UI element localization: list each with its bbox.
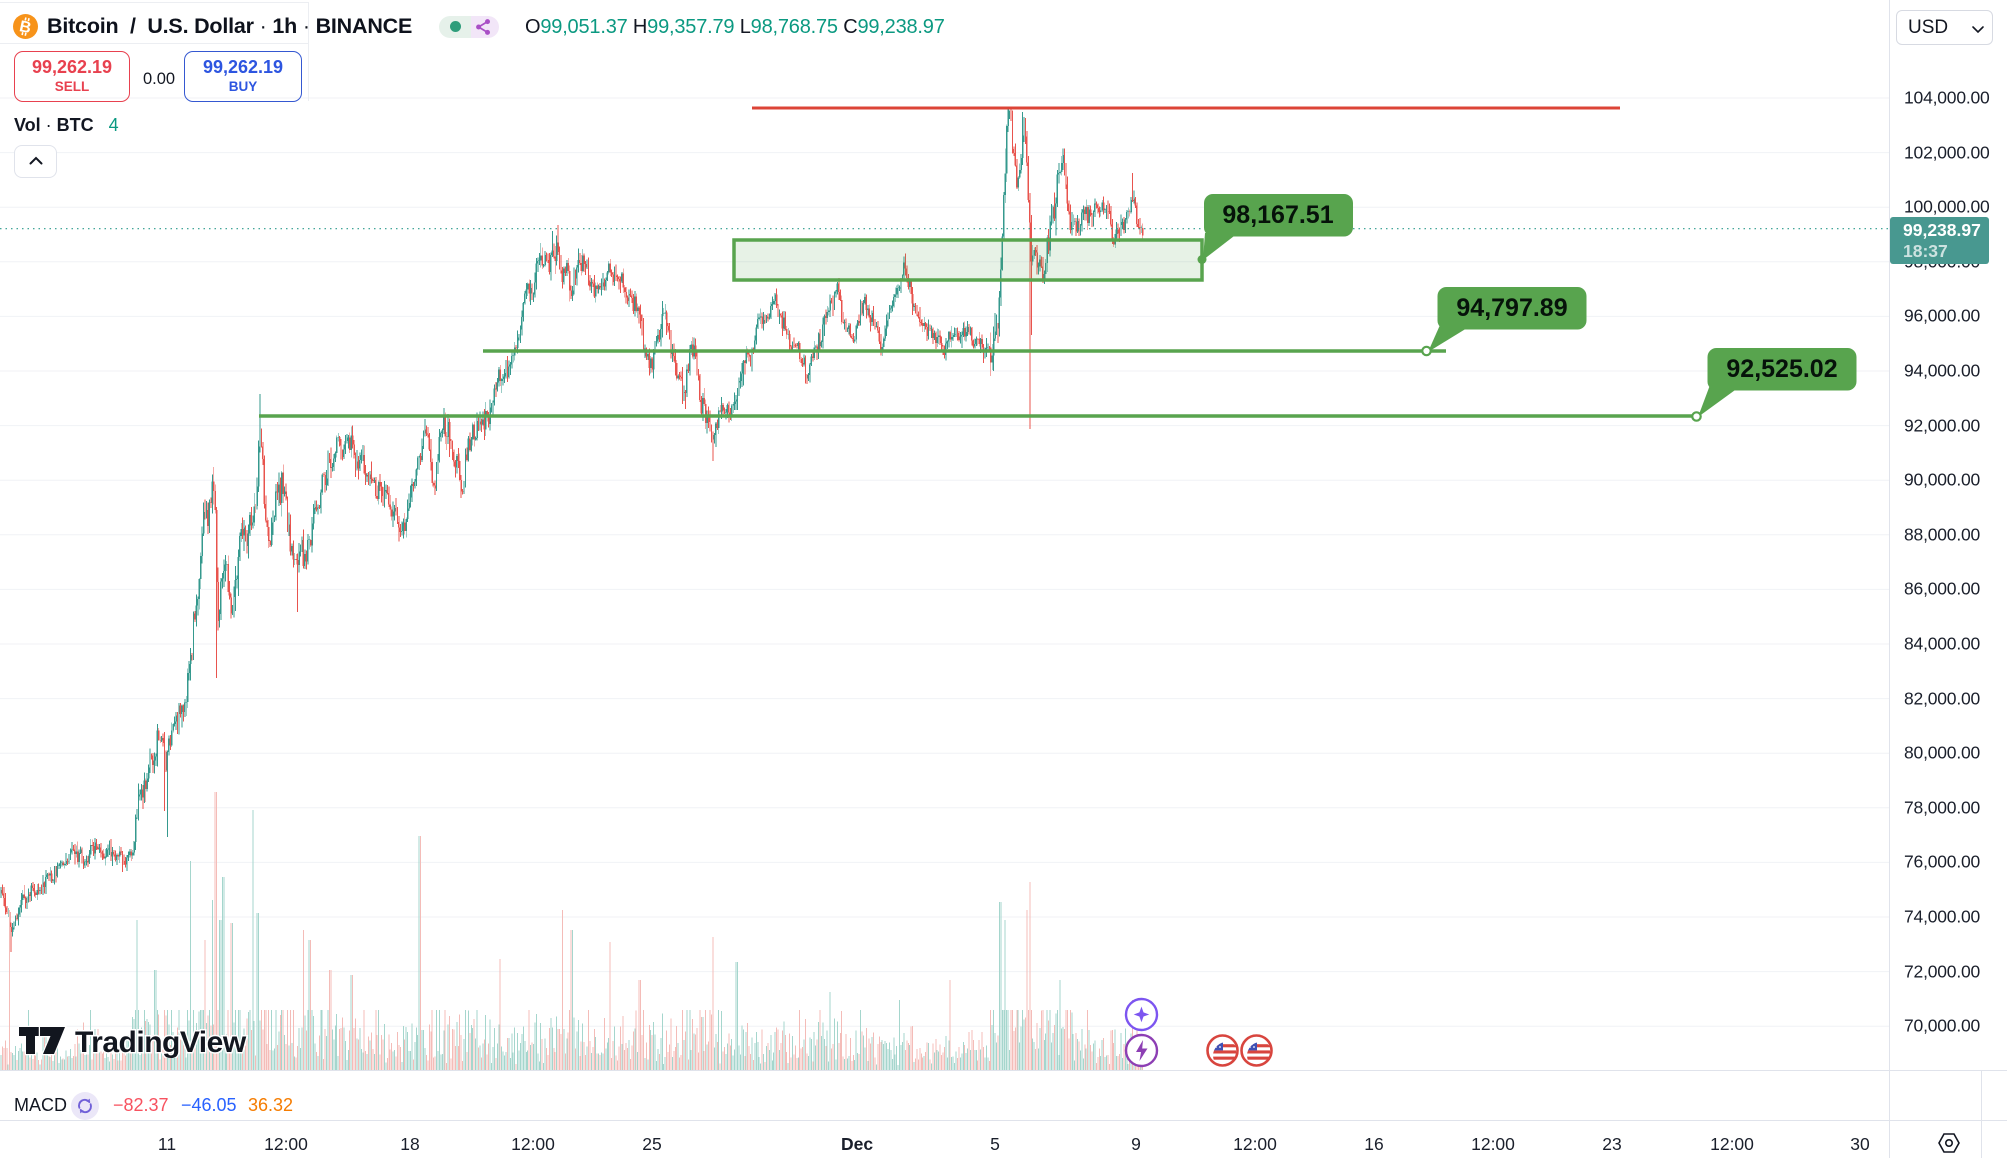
svg-text:B: B xyxy=(18,18,33,37)
svg-text:94,797.89: 94,797.89 xyxy=(1456,294,1567,322)
svg-text:TradingView: TradingView xyxy=(75,1026,247,1058)
svg-text:92,525.02: 92,525.02 xyxy=(1726,355,1837,383)
svg-text:98,167.51: 98,167.51 xyxy=(1222,201,1333,229)
